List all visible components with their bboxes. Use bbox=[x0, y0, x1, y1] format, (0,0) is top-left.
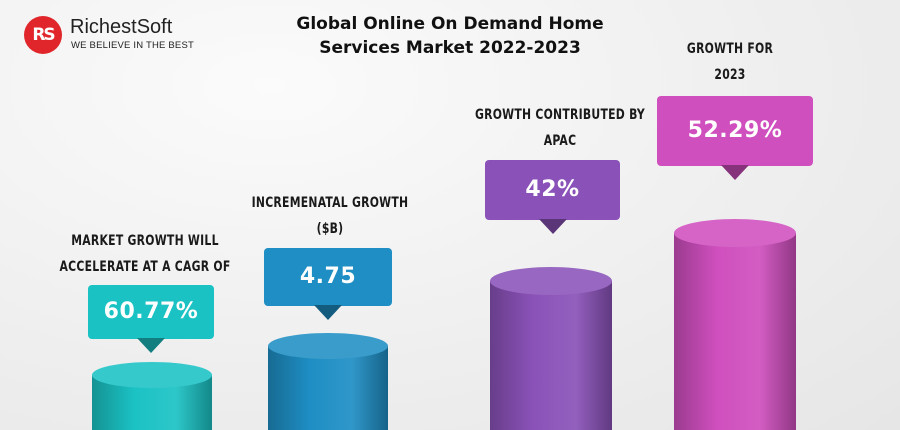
category-label-2: INCREMENATAL GROWTH ($B) bbox=[231, 190, 429, 242]
bar-top-1 bbox=[92, 362, 212, 388]
chart-title-line-2: Services Market 2022-2023 bbox=[319, 38, 581, 58]
category-label-2-line-2: ($B) bbox=[316, 221, 344, 237]
callout-pointer-4 bbox=[721, 165, 749, 180]
value-callout-4: 52.29% bbox=[657, 96, 813, 180]
brand-logo: RS RichestSoft WE BELIEVE IN THE BEST bbox=[24, 14, 194, 54]
category-label-1-line-2: ACCELERATE AT A CAGR OF bbox=[59, 259, 231, 275]
category-label-3-line-2: APAC bbox=[543, 133, 577, 149]
bar-column-1 bbox=[92, 362, 212, 430]
logo-tagline: WE BELIEVE IN THE BEST bbox=[71, 40, 195, 51]
category-label-3-line-1: GROWTH CONTRIBUTED BY bbox=[474, 107, 646, 123]
bar-body-2 bbox=[268, 346, 388, 430]
bar-column-2 bbox=[268, 333, 388, 430]
callout-pointer-1 bbox=[137, 338, 165, 353]
bar-body-3 bbox=[490, 281, 612, 430]
value-callout-1: 60.77% bbox=[88, 285, 214, 353]
category-label-3: GROWTH CONTRIBUTED BY APAC bbox=[457, 102, 663, 154]
value-label-2: 4.75 bbox=[299, 264, 357, 289]
value-label-1: 60.77% bbox=[103, 299, 199, 324]
value-label-3: 42% bbox=[525, 177, 580, 202]
callout-pointer-2 bbox=[314, 305, 342, 320]
category-label-1: MARKET GROWTH WILL ACCELERATE AT A CAGR … bbox=[46, 228, 244, 280]
chart-title-line-1: Global Online On Demand Home bbox=[296, 14, 604, 34]
category-label-4-line-2: 2023 bbox=[714, 67, 746, 83]
value-label-4: 52.29% bbox=[687, 118, 783, 143]
bar-body-4 bbox=[674, 233, 796, 430]
bar-top-2 bbox=[268, 333, 388, 359]
category-label-2-line-1: INCREMENATAL GROWTH bbox=[251, 195, 409, 211]
bar-top-3 bbox=[490, 267, 612, 295]
category-label-4-line-1: GROWTH FOR bbox=[686, 41, 774, 57]
value-callout-3: 42% bbox=[485, 160, 620, 234]
logo-mark-icon: RS bbox=[24, 16, 62, 54]
chart-title: Global Online On Demand Home Services Ma… bbox=[250, 12, 650, 60]
bar-column-4 bbox=[674, 219, 796, 430]
value-callout-2: 4.75 bbox=[264, 248, 392, 320]
category-label-1-line-1: MARKET GROWTH WILL bbox=[71, 233, 219, 249]
logo-name: RichestSoft bbox=[70, 16, 173, 38]
bar-top-4 bbox=[674, 219, 796, 247]
callout-pointer-3 bbox=[538, 219, 567, 234]
bar-column-3 bbox=[490, 267, 612, 430]
category-label-4: GROWTH FOR 2023 bbox=[653, 36, 808, 88]
